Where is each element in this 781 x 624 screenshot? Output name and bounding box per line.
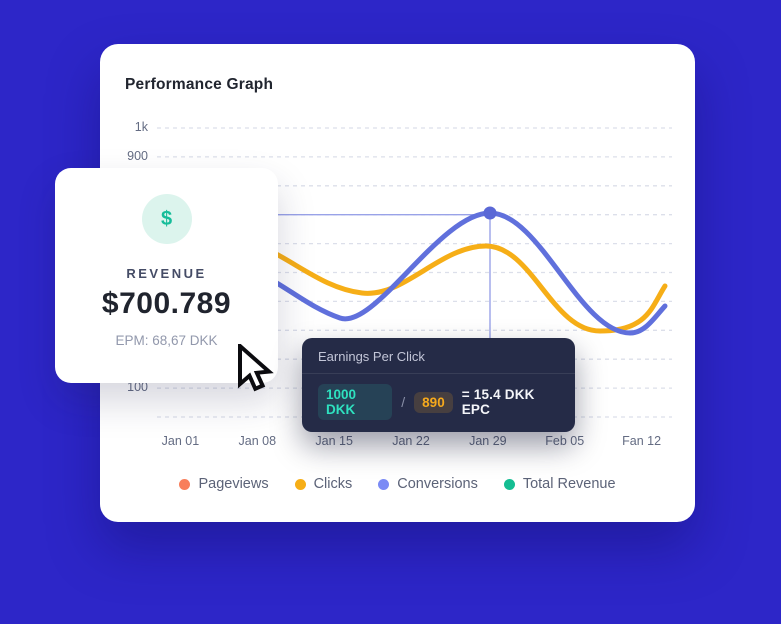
- earnings-chip: 1000 DKK: [318, 384, 393, 420]
- y-tick-label: 100: [127, 380, 148, 394]
- clicks-line-series[interactable]: [247, 239, 668, 334]
- total-revenue-dot-icon: [503, 478, 515, 490]
- x-axis: Jan 01 Jan 08 Jan 15 Jan 22 Jan 29 Feb 0…: [142, 434, 680, 448]
- legend-item-pageviews[interactable]: Pageviews: [179, 476, 269, 492]
- revenue-value: $700.789: [101, 287, 232, 320]
- legend-item-conversions[interactable]: Conversions: [378, 476, 478, 492]
- tooltip-title: Earnings Per Click: [302, 338, 575, 374]
- pageviews-dot-icon: [179, 478, 191, 490]
- x-tick-label: Jan 08: [238, 434, 277, 448]
- legend-label: Total Revenue: [522, 476, 616, 492]
- clicks-chip: 890: [414, 391, 453, 413]
- clicks-dot-icon: [294, 478, 306, 490]
- page-title: Performance Graph: [125, 76, 274, 93]
- chart-legend: Pageviews Clicks Conversions Total Reven…: [100, 476, 695, 492]
- tooltip-body: 1000 DKK / 890 = 15.4 DKK EPC: [302, 374, 575, 432]
- x-tick-label: Jan 29: [469, 434, 507, 448]
- highlighted-data-point[interactable]: [483, 206, 497, 220]
- mouse-cursor-icon: [238, 344, 274, 392]
- legend-label: Clicks: [313, 476, 353, 492]
- conversions-dot-icon: [378, 478, 390, 490]
- legend-item-total-revenue[interactable]: Total Revenue: [503, 476, 616, 492]
- earnings-per-click-tooltip: Earnings Per Click 1000 DKK / 890 = 15.4…: [302, 338, 575, 432]
- epc-result: = 15.4 DKK EPC: [461, 387, 535, 417]
- dollar-icon: $: [141, 194, 192, 244]
- x-tick-label: Jan 01: [161, 434, 200, 448]
- divider-slash: /: [401, 394, 406, 410]
- y-tick-label: 1k: [134, 120, 148, 134]
- revenue-summary-card[interactable]: $ REVENUE $700.789 EPM: 68,67 DKK: [55, 168, 278, 383]
- legend-label: Conversions: [397, 476, 478, 492]
- y-tick-label: 900: [127, 149, 148, 163]
- x-tick-label: Fan 12: [622, 434, 662, 448]
- legend-label: Pageviews: [198, 476, 269, 492]
- x-tick-label: Jan 22: [392, 434, 430, 448]
- revenue-label: REVENUE: [126, 266, 207, 281]
- performance-chart[interactable]: [100, 44, 695, 522]
- legend-item-clicks[interactable]: Clicks: [294, 476, 353, 492]
- x-tick-label: Jan 15: [315, 434, 353, 448]
- revenue-epm-subtext: EPM: 68,67 DKK: [115, 333, 218, 348]
- x-tick-label: Feb 05: [545, 434, 585, 448]
